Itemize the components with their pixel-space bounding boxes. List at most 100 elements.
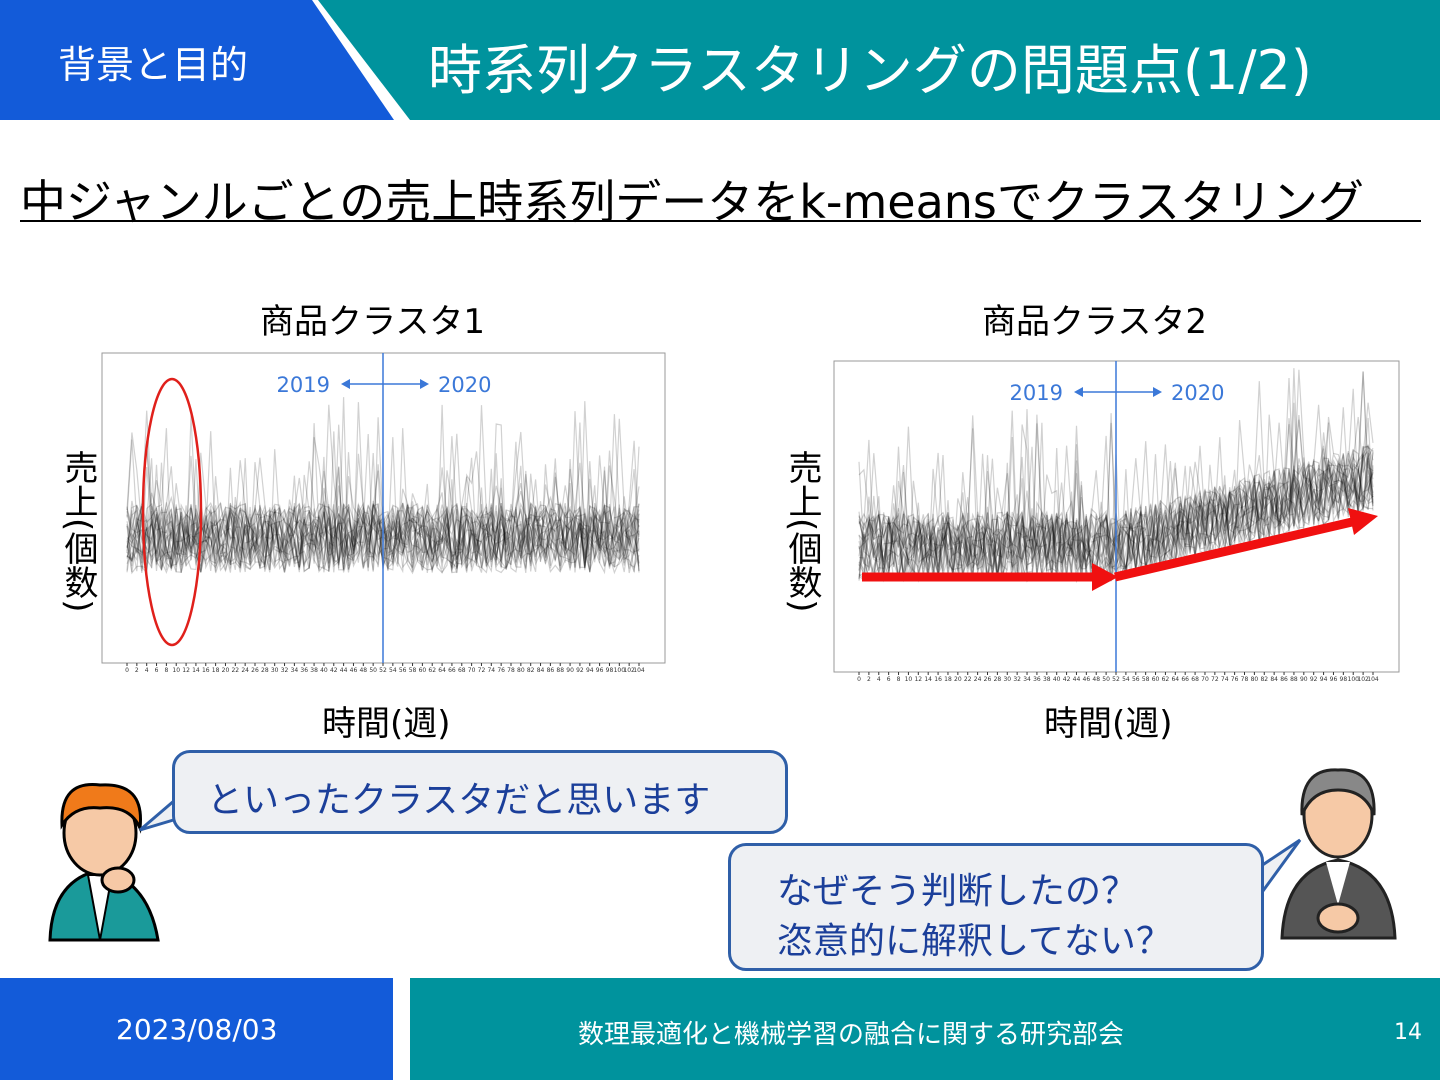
x-tick-label: 30 xyxy=(1003,676,1011,683)
x-tick-label: 76 xyxy=(1231,676,1239,683)
x-tick-label: 78 xyxy=(1241,676,1249,683)
speech-bubble: といったクラスタだと思います xyxy=(172,750,788,834)
x-tick-label: 46 xyxy=(1083,676,1091,683)
x-tick-label: 56 xyxy=(399,667,407,674)
x-tick-label: 100 xyxy=(614,667,626,674)
x-tick-label: 16 xyxy=(202,667,210,674)
x-tick-label: 56 xyxy=(1132,676,1140,683)
footer-right xyxy=(410,978,1440,1080)
x-tick-label: 84 xyxy=(537,667,545,674)
x-tick-label: 18 xyxy=(212,667,220,674)
y-axis-label: 売上(個数) xyxy=(58,450,98,613)
footer-left xyxy=(0,978,393,1080)
x-tick-label: 46 xyxy=(350,667,358,674)
x-tick-label: 10 xyxy=(905,676,913,683)
x-tick-label: 26 xyxy=(984,676,992,683)
x-tick-label: 66 xyxy=(448,667,456,674)
x-tick-label: 44 xyxy=(1073,676,1081,683)
charts: 0 2 4 6 8 10 12 14 16 18 20 22 24 26 28 30 32 34 36 38 40 42 4… xyxy=(101,352,1400,683)
x-tick-label: 42 xyxy=(1063,676,1071,683)
x-tick-label: 32 xyxy=(281,667,289,674)
x-tick-label: 38 xyxy=(310,667,318,674)
x-tick-label: 0 xyxy=(857,676,861,683)
x-tick-label: 68 xyxy=(458,667,466,674)
x-tick-label: 30 xyxy=(271,667,279,674)
subtitle: 中ジャンルごとの売上時系列データをk-meansでクラスタリング xyxy=(20,175,1364,229)
x-tick-label: 60 xyxy=(419,667,427,674)
x-tick-label: 66 xyxy=(1181,676,1189,683)
x-tick-label: 28 xyxy=(261,667,269,674)
x-tick-label: 88 xyxy=(556,667,564,674)
highlight-ellipse xyxy=(141,377,203,647)
x-tick-label: 22 xyxy=(231,667,239,674)
x-tick-label: 32 xyxy=(1013,676,1021,683)
x-tick-label: 96 xyxy=(596,667,604,674)
page-number: 14 xyxy=(1394,1020,1422,1045)
x-tick-label: 0 xyxy=(125,667,129,674)
header-section-band xyxy=(0,0,394,120)
arrow-head xyxy=(1092,563,1118,591)
x-axis-label: 時間(週) xyxy=(1044,704,1173,744)
x-tick-label: 82 xyxy=(1260,676,1268,683)
x-tick-label: 14 xyxy=(924,676,932,683)
y-axis-label: 売上(個数) xyxy=(782,450,822,613)
panel-title: 商品クラスタ1 xyxy=(260,302,485,342)
x-tick-label: 4 xyxy=(145,667,149,674)
x-tick-label: 70 xyxy=(1201,676,1209,683)
thinking-person-icon xyxy=(48,783,160,942)
trend-arrow xyxy=(1113,517,1354,582)
x-tick-label: 80 xyxy=(1251,676,1259,683)
x-tick-label: 44 xyxy=(340,667,348,674)
x-tick-label: 96 xyxy=(1330,676,1338,683)
x-tick-label: 40 xyxy=(320,667,328,674)
x-tick-label: 54 xyxy=(389,667,397,674)
footer-organization: 数理最適化と機械学習の融合に関する研究部会 xyxy=(578,1020,1125,1050)
arrow-head xyxy=(341,379,429,389)
x-tick-label: 48 xyxy=(359,667,367,674)
x-tick-label: 82 xyxy=(527,667,535,674)
x-tick-label: 24 xyxy=(974,676,982,683)
year-label: 2020 xyxy=(1171,381,1224,405)
x-tick-label: 90 xyxy=(1300,676,1308,683)
x-tick-label: 62 xyxy=(1162,676,1170,683)
x-tick-label: 6 xyxy=(155,667,159,674)
arrow-head xyxy=(1074,387,1162,397)
x-tick-label: 50 xyxy=(369,667,377,674)
year-label: 2019 xyxy=(1010,381,1063,405)
x-tick-label: 28 xyxy=(994,676,1002,683)
x-tick-label: 18 xyxy=(944,676,952,683)
x-tick-label: 74 xyxy=(487,667,495,674)
x-tick-label: 20 xyxy=(954,676,962,683)
x-tick-label: 104 xyxy=(633,667,645,674)
x-tick-label: 62 xyxy=(428,667,436,674)
x-tick-label: 76 xyxy=(497,667,505,674)
x-tick-label: 92 xyxy=(576,667,584,674)
x-tick-label: 84 xyxy=(1270,676,1278,683)
x-tick-label: 14 xyxy=(192,667,200,674)
x-tick-label: 4 xyxy=(877,676,881,683)
x-tick-label: 16 xyxy=(934,676,942,683)
footer-date: 2023/08/03 xyxy=(116,1013,278,1046)
x-tick-label: 80 xyxy=(517,667,525,674)
x-tick-label: 60 xyxy=(1152,676,1160,683)
slide-title: 時系列クラスタリングの問題点(1/2) xyxy=(428,39,1312,102)
x-tick-label: 12 xyxy=(914,676,922,683)
x-tick-label: 102 xyxy=(1357,676,1369,683)
arrow-head xyxy=(1348,508,1378,535)
x-tick-label: 40 xyxy=(1053,676,1061,683)
x-tick-label: 48 xyxy=(1092,676,1100,683)
x-tick-label: 42 xyxy=(330,667,338,674)
x-tick-label: 8 xyxy=(164,667,168,674)
x-tick-label: 88 xyxy=(1290,676,1298,683)
x-tick-label: 100 xyxy=(1348,676,1360,683)
bubble-text: なぜそう判断したの？ xyxy=(777,871,1138,912)
x-tick-label: 34 xyxy=(1023,676,1031,683)
section-label: 背景と目的 xyxy=(58,43,249,87)
x-tick-label: 72 xyxy=(1211,676,1219,683)
x-tick-label: 2 xyxy=(135,667,139,674)
x-tick-label: 86 xyxy=(547,667,555,674)
x-tick-label: 20 xyxy=(222,667,230,674)
x-tick-label: 94 xyxy=(1320,676,1328,683)
older-man-icon xyxy=(1280,768,1397,940)
